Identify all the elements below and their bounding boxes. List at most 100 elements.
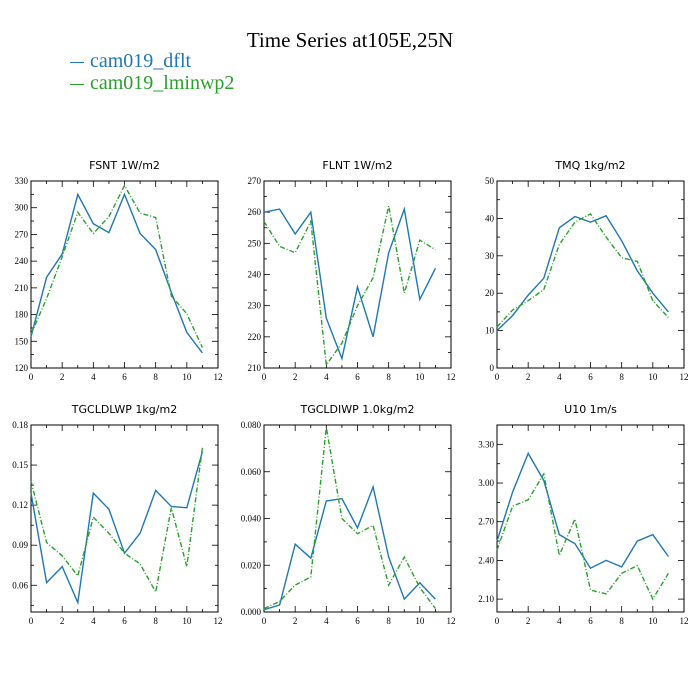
legend-entry-lminwp2: cam019_lminwp2 xyxy=(70,72,234,95)
legend-swatch-dflt xyxy=(70,61,84,63)
y-tick-label: 240 xyxy=(248,270,262,280)
y-tick-label: 0.000 xyxy=(241,607,262,617)
x-tick-label: 2 xyxy=(293,372,298,382)
x-tick-label: 8 xyxy=(619,616,624,626)
y-tick-label: 40 xyxy=(485,213,495,223)
y-tick-label: 0.080 xyxy=(241,420,262,430)
x-tick-label: 12 xyxy=(680,616,689,626)
legend-label-lminwp2: cam019_lminwp2 xyxy=(90,72,235,94)
panel-5: TGCLDIWP 1.0kg/m2 0 2 4 6 8 10 12 0.000 0.020 0.04… xyxy=(241,403,456,626)
x-tick-label: 0 xyxy=(495,372,500,382)
y-tick-label: 120 xyxy=(15,363,29,373)
y-tick-label: 210 xyxy=(248,363,262,373)
y-tick-label: 2.10 xyxy=(478,594,494,604)
y-tick-label: 0.020 xyxy=(241,560,262,570)
plot-frame xyxy=(263,180,452,369)
panel-title: TGCLDIWP 1.0kg/m2 xyxy=(299,403,414,416)
plot-frame xyxy=(263,424,452,613)
plot-frame xyxy=(30,424,219,613)
x-tick-label: 6 xyxy=(355,616,360,626)
x-tick-label: 0 xyxy=(262,372,267,382)
panel-title: TGCLDLWP 1kg/m2 xyxy=(71,403,177,416)
panel-title: TMQ 1kg/m2 xyxy=(554,159,625,172)
x-tick-label: 12 xyxy=(447,372,456,382)
x-tick-label: 12 xyxy=(214,616,223,626)
series-line-lminwp2 xyxy=(30,447,204,595)
panel-title: U10 1m/s xyxy=(564,403,617,416)
x-tick-label: 4 xyxy=(557,616,562,626)
x-tick-label: 10 xyxy=(415,372,425,382)
y-tick-label: 10 xyxy=(485,326,495,336)
plot-frame xyxy=(30,180,219,369)
x-tick-label: 0 xyxy=(29,372,34,382)
x-tick-label: 10 xyxy=(415,616,425,626)
x-tick-label: 10 xyxy=(648,372,658,382)
panel-2: FLNT 1W/m2 0 2 4 6 8 10 12 210 220 230 240 250 260 270 xyxy=(248,159,456,382)
y-tick-label: 0.12 xyxy=(12,500,28,510)
y-tick-label: 0.09 xyxy=(12,540,28,550)
y-tick-label: 180 xyxy=(15,310,29,320)
series-line-dflt xyxy=(496,451,669,570)
x-tick-label: 12 xyxy=(214,372,223,382)
series-line-lminwp2 xyxy=(496,212,669,328)
y-tick-label: 240 xyxy=(15,256,29,266)
y-tick-label: 300 xyxy=(15,203,29,213)
x-tick-label: 10 xyxy=(648,616,658,626)
y-tick-label: 2.70 xyxy=(478,517,494,527)
y-tick-label: 330 xyxy=(15,176,29,186)
x-tick-label: 12 xyxy=(680,372,689,382)
x-tick-label: 6 xyxy=(588,372,593,382)
plot-frame xyxy=(496,424,685,613)
chart-title: Time Series at105E,25N xyxy=(246,28,454,52)
y-tick-label: 220 xyxy=(248,332,262,342)
x-tick-label: 2 xyxy=(293,616,298,626)
legend-swatch-lminwp2 xyxy=(70,83,84,85)
x-tick-label: 12 xyxy=(447,616,456,626)
y-tick-label: 270 xyxy=(248,176,262,186)
series-line-lminwp2 xyxy=(263,427,436,610)
y-tick-label: 0.040 xyxy=(241,514,262,524)
y-tick-label: 250 xyxy=(248,238,262,248)
series-line-dflt xyxy=(263,206,437,362)
y-tick-label: 2.40 xyxy=(478,555,494,565)
x-tick-label: 8 xyxy=(386,372,391,382)
x-tick-label: 6 xyxy=(588,616,593,626)
legend-label-dflt: cam019_dflt xyxy=(90,50,192,72)
x-tick-label: 2 xyxy=(60,372,65,382)
y-tick-label: 270 xyxy=(15,229,29,239)
y-tick-label: 50 xyxy=(485,176,495,186)
panel-title: FSNT 1W/m2 xyxy=(89,159,160,172)
x-tick-label: 6 xyxy=(122,372,127,382)
series-line-dflt xyxy=(496,214,669,332)
y-tick-label: 30 xyxy=(485,251,495,261)
series-line-lminwp2 xyxy=(30,184,204,348)
y-tick-label: 0.060 xyxy=(241,467,262,477)
y-tick-label: 210 xyxy=(15,283,29,293)
x-tick-label: 8 xyxy=(153,616,158,626)
y-tick-label: 150 xyxy=(15,336,29,346)
x-tick-label: 10 xyxy=(182,372,192,382)
panel-title: FLNT 1W/m2 xyxy=(322,159,392,172)
series-line-dflt xyxy=(30,451,204,606)
x-tick-label: 0 xyxy=(495,616,500,626)
x-tick-label: 2 xyxy=(526,616,531,626)
x-tick-label: 2 xyxy=(60,616,65,626)
series-line-dflt xyxy=(30,192,203,354)
x-tick-label: 10 xyxy=(182,616,192,626)
x-tick-label: 8 xyxy=(619,372,624,382)
x-tick-label: 4 xyxy=(557,372,562,382)
x-tick-label: 4 xyxy=(91,616,96,626)
y-tick-label: 260 xyxy=(248,207,262,217)
series-line-lminwp2 xyxy=(496,472,669,601)
y-tick-label: 0.06 xyxy=(12,580,28,590)
panel-1: FSNT 1W/m2 0 2 4 6 8 10 12 120 150 180 210 240 270 300… xyxy=(15,159,223,382)
x-tick-label: 0 xyxy=(262,616,267,626)
y-tick-label: 230 xyxy=(248,301,262,311)
y-tick-label: 0.18 xyxy=(12,420,28,430)
legend-entry-dflt: cam019_dflt xyxy=(70,50,191,73)
x-tick-label: 4 xyxy=(324,616,329,626)
series-line-dflt xyxy=(263,484,436,611)
x-tick-label: 6 xyxy=(122,616,127,626)
x-tick-label: 6 xyxy=(355,372,360,382)
